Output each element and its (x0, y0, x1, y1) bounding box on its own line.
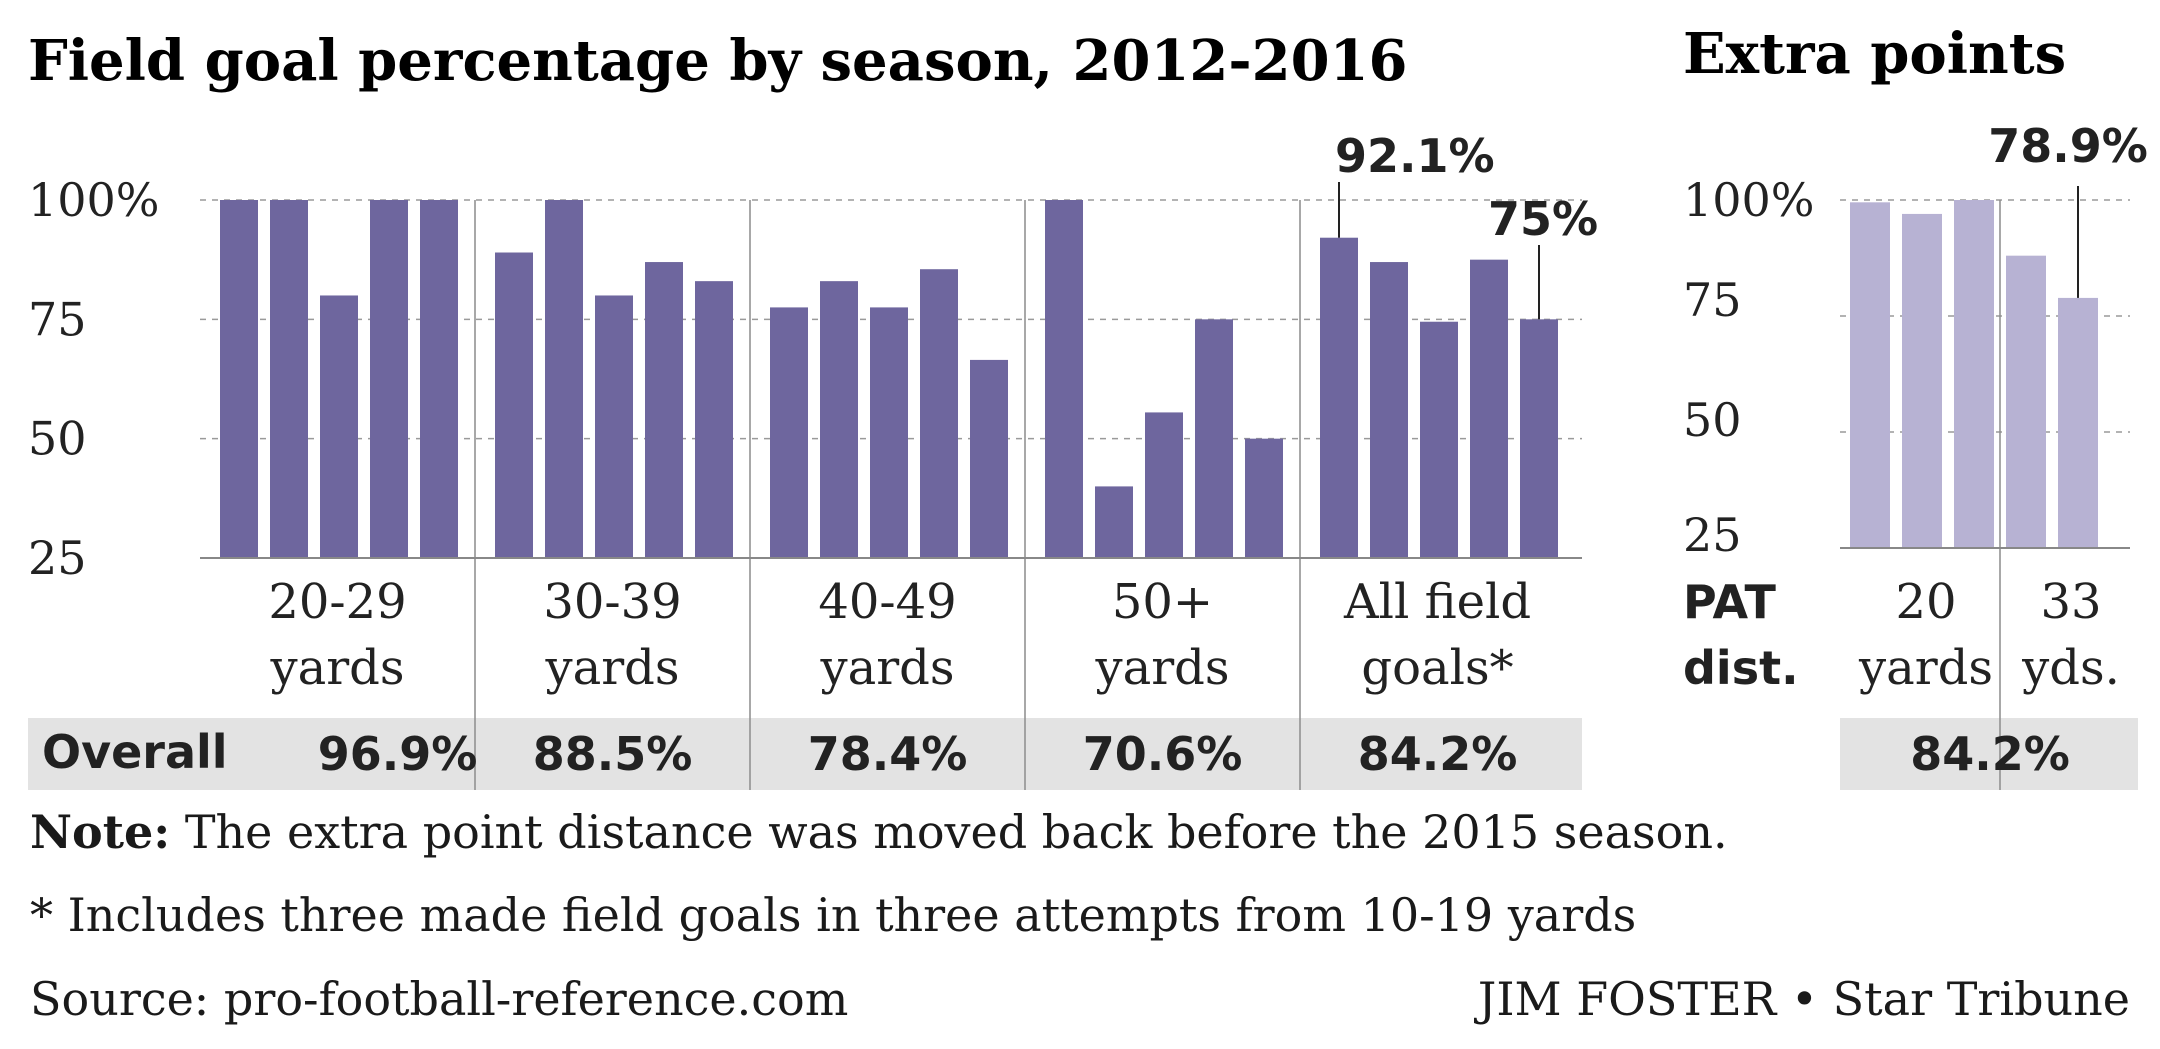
xp-bar (1850, 202, 1890, 548)
xp-callout-label: 78.9% (1988, 119, 2148, 173)
fg-bar (645, 262, 683, 558)
xp-chart-title: Extra points (1683, 21, 2066, 87)
fg-category-label: goals* (1361, 640, 1513, 696)
fg-bar (1245, 438, 1283, 558)
fg-bar (595, 295, 633, 558)
xp-bar (1954, 200, 1994, 548)
fg-bar (220, 200, 258, 558)
fg-bar (320, 295, 358, 558)
xp-bar (2058, 297, 2098, 548)
fg-bar (1145, 412, 1183, 558)
xp-y-tick-label: 75 (1683, 273, 1742, 327)
xp-category-label: 33 (2040, 574, 2101, 630)
fg-overall-value: 78.4% (808, 727, 968, 781)
fg-bar (695, 281, 733, 558)
note-line: Note: The extra point distance was moved… (30, 805, 1728, 859)
fg-bar (1370, 262, 1408, 558)
xp-y-tick-label: 50 (1683, 393, 1742, 447)
xp-overall-value: 84.2% (1910, 727, 2070, 781)
fg-category-label: yards (269, 640, 404, 696)
xp-overall-row (1840, 718, 2138, 790)
source-line: Source: pro-football-reference.com (30, 972, 849, 1026)
fg-bar (1470, 259, 1508, 558)
fg-bar (1195, 319, 1233, 558)
fg-callout-label: 92.1% (1335, 129, 1495, 183)
fg-bar (1320, 237, 1358, 558)
fg-chart-title: Field goal percentage by season, 2012-20… (28, 28, 1408, 94)
fg-bar-chart: 100% 75 50 25 20-29 yards 96.9% 30-39 yards 88.5%… (28, 129, 1598, 790)
xp-bar (2006, 255, 2046, 548)
xp-category-label: 20 (1895, 574, 1956, 630)
fg-bar (920, 269, 958, 558)
fg-overall-value: 96.9% (318, 727, 478, 781)
fg-overall-value: 70.6% (1083, 727, 1243, 781)
credit-line: JIM FOSTER • Star Tribune (1477, 972, 2130, 1026)
xp-category-axis-label: dist. (1683, 641, 1799, 695)
fg-callout-label: 75% (1488, 192, 1598, 246)
fg-bar (1045, 200, 1083, 558)
fg-y-tick-label: 50 (28, 412, 87, 466)
fg-bar (270, 200, 308, 558)
xp-bar (1902, 213, 1942, 549)
xp-bar-chart: 100% 75 50 25 PAT dist. 20 yards 33 yds. 84.2% 78.9… (1683, 119, 2148, 790)
fg-bar (870, 307, 908, 558)
fg-y-tick-label: 75 (28, 292, 87, 346)
xp-y-tick-label: 100% (1683, 173, 1815, 227)
fg-bar (1520, 319, 1558, 558)
note-text: The extra point distance was moved back … (170, 805, 1728, 859)
note-label: Note: (30, 805, 171, 859)
footnote: * Includes three made field goals in thr… (30, 888, 1637, 942)
xp-y-tick-label: 25 (1683, 508, 1742, 562)
fg-category-label: 30-39 (543, 574, 681, 630)
fg-bar (1095, 486, 1133, 558)
fg-category-label: 50+ (1112, 574, 1213, 630)
fg-bar (370, 200, 408, 558)
fg-category-label: yards (1094, 640, 1229, 696)
fg-bar (495, 252, 533, 559)
fg-category-label: 20-29 (268, 574, 406, 630)
fg-category-label: 40-49 (818, 574, 956, 630)
fg-bar (545, 200, 583, 558)
fg-overall-value: 88.5% (533, 727, 693, 781)
xp-category-axis-label: PAT (1683, 575, 1777, 629)
fg-y-tick-label: 25 (28, 531, 87, 585)
fg-category-label: All field (1343, 574, 1531, 630)
fg-overall-value: 84.2% (1358, 727, 1518, 781)
fg-bar (420, 200, 458, 558)
fg-category-label: yards (819, 640, 954, 696)
xp-category-label: yds. (2021, 640, 2120, 696)
fg-bar (770, 307, 808, 558)
fg-y-tick-label: 100% (28, 173, 160, 227)
fg-bar (820, 281, 858, 558)
fg-bar (1420, 321, 1458, 558)
fg-category-label: yards (544, 640, 679, 696)
xp-category-label: yards (1858, 640, 1993, 696)
fg-overall-label: Overall (42, 725, 228, 779)
fg-bar (970, 359, 1008, 558)
fg-overall-row (28, 718, 1582, 790)
